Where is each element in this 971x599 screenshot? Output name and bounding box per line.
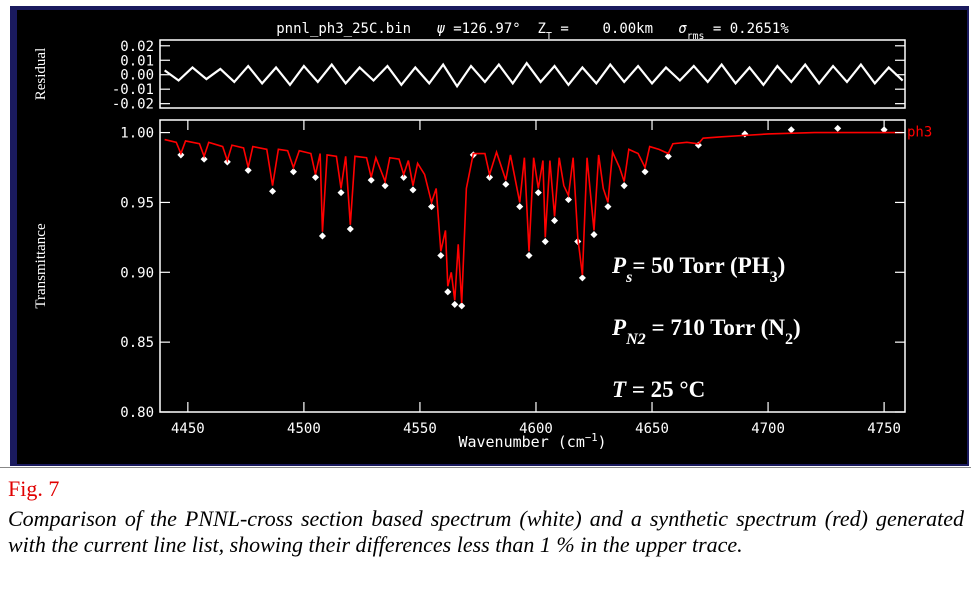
text-part: s xyxy=(625,269,632,286)
panel: 0.020.010.00-0.01-0.02 Residual pnnl_ph3_2… xyxy=(33,21,906,113)
data-point xyxy=(590,231,598,239)
y-tick-label: -0.01 xyxy=(112,82,154,98)
axes-box xyxy=(159,119,906,413)
x-tick-label: 4650 xyxy=(635,421,669,437)
axes-box xyxy=(159,39,906,109)
text-part: = 50 Torr (PH xyxy=(632,253,769,278)
data-point xyxy=(525,251,533,260)
x-tick-label: 4500 xyxy=(287,421,321,437)
chart-title: pnnl_ph3_25C.bin ψ =126.97° ZT = 0.00km … xyxy=(276,21,789,42)
data-point xyxy=(502,180,510,188)
data-point xyxy=(269,187,277,195)
text-part: = 0.2651% xyxy=(704,21,789,37)
data-point xyxy=(664,152,672,160)
data-point xyxy=(318,232,326,240)
data-line xyxy=(163,61,904,89)
data-point xyxy=(367,176,375,184)
y-tick-label: 0.95 xyxy=(120,195,154,211)
data-point xyxy=(437,251,445,260)
data-point xyxy=(400,173,408,181)
y-tick-label: 0.02 xyxy=(120,39,154,55)
annotation: Ps= 50 Torr (PH3) xyxy=(611,253,785,286)
text-part: P xyxy=(611,315,627,340)
text-part: ) xyxy=(778,253,786,278)
x-tick-label: 4450 xyxy=(171,421,205,437)
data-point xyxy=(451,300,459,308)
y-axis-label: Residual xyxy=(33,48,49,101)
text-part: = 710 Torr (N xyxy=(646,315,786,340)
figure-image: 0.020.010.00-0.01-0.02 Residual pnnl_ph3_2… xyxy=(0,6,971,468)
data-point xyxy=(381,182,389,190)
data-point xyxy=(486,173,494,181)
text-part: 2 xyxy=(785,331,793,348)
data-point xyxy=(409,186,417,194)
data-point xyxy=(620,182,628,190)
data-point xyxy=(534,189,542,197)
y-tick-label: 0.90 xyxy=(120,265,154,281)
data-point xyxy=(516,203,524,211)
text-part: ψ xyxy=(436,21,445,37)
y-tick-label: 0.01 xyxy=(120,53,154,69)
x-tick-label: 4750 xyxy=(867,421,901,437)
data-point xyxy=(337,189,345,197)
text-part: rms xyxy=(687,31,705,42)
plot-background xyxy=(17,10,967,464)
figure-label: Fig. 7 xyxy=(8,476,60,501)
data-point xyxy=(428,203,436,211)
y-tick-label: -0.02 xyxy=(112,97,154,113)
text-part: P xyxy=(611,253,627,278)
y-tick-label: 1.00 xyxy=(120,126,154,142)
text-part: =126.97° Z xyxy=(445,21,546,37)
text-part: T xyxy=(612,377,627,402)
data-point xyxy=(244,166,252,174)
annotation: PN2 = 710 Torr (N2) xyxy=(611,315,801,348)
caption-text: Comparison of the PNNL-cross section bas… xyxy=(8,506,964,557)
text-part: 3 xyxy=(770,269,778,286)
data-point xyxy=(311,173,320,181)
data-point xyxy=(346,225,354,233)
data-point xyxy=(458,302,466,310)
x-axis-label: Wavenumber (cm−1) xyxy=(458,432,606,451)
y-tick-label: 0.80 xyxy=(120,405,154,421)
text-part: = 0.00km xyxy=(552,21,678,37)
y-tick-label: 0.85 xyxy=(120,335,154,351)
data-point xyxy=(551,217,559,225)
y-tick-label: 0.00 xyxy=(120,68,154,84)
annotation: T = 25 °C xyxy=(612,377,705,402)
data-point xyxy=(564,196,573,204)
text-part: Wavenumber (cm xyxy=(458,433,584,451)
caption: Fig. 7 Comparison of the PNNL-cross sect… xyxy=(8,476,964,558)
data-point xyxy=(444,288,452,296)
data-point xyxy=(787,126,795,134)
text-part: N2 xyxy=(625,331,646,348)
text-part: = 25 °C xyxy=(626,377,705,402)
data-point xyxy=(604,203,612,211)
text-part: pnnl_ph3_25C.bin xyxy=(276,21,436,37)
data-point xyxy=(641,168,649,176)
text-part: σ xyxy=(678,21,687,37)
x-tick-label: 4600 xyxy=(519,421,553,437)
y-axis-label: Transmittance xyxy=(33,223,49,309)
data-point xyxy=(200,155,208,163)
data-point xyxy=(289,168,297,176)
data-line xyxy=(164,131,903,304)
x-tick-label: 4550 xyxy=(403,421,437,437)
panel: ph3 0.80 0.85 0.90 0.95 1.00 4450 4500 4550 4600 4… xyxy=(33,119,932,451)
text-part: ) xyxy=(598,433,607,451)
data-point xyxy=(541,238,549,246)
text-part: ) xyxy=(793,315,801,340)
text-part: −1 xyxy=(585,432,598,444)
x-tick-label: 4700 xyxy=(751,421,785,437)
text-part: T xyxy=(546,31,552,42)
legend-label: ph3 xyxy=(907,125,932,141)
data-point xyxy=(578,274,586,282)
data-point xyxy=(834,124,842,132)
